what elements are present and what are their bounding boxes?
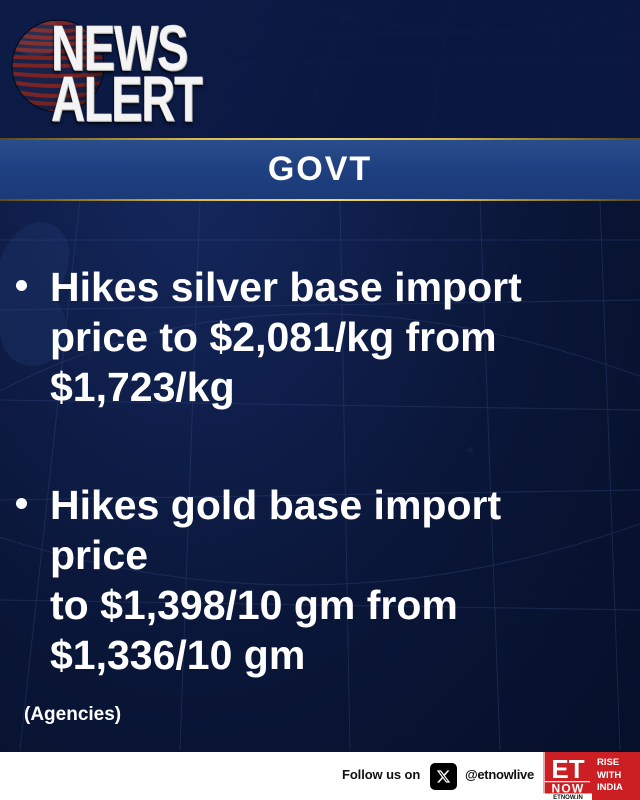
- svg-text:NOW: NOW: [552, 782, 585, 796]
- svg-text:ETNOW.IN: ETNOW.IN: [553, 795, 583, 800]
- svg-text:ET: ET: [551, 754, 584, 784]
